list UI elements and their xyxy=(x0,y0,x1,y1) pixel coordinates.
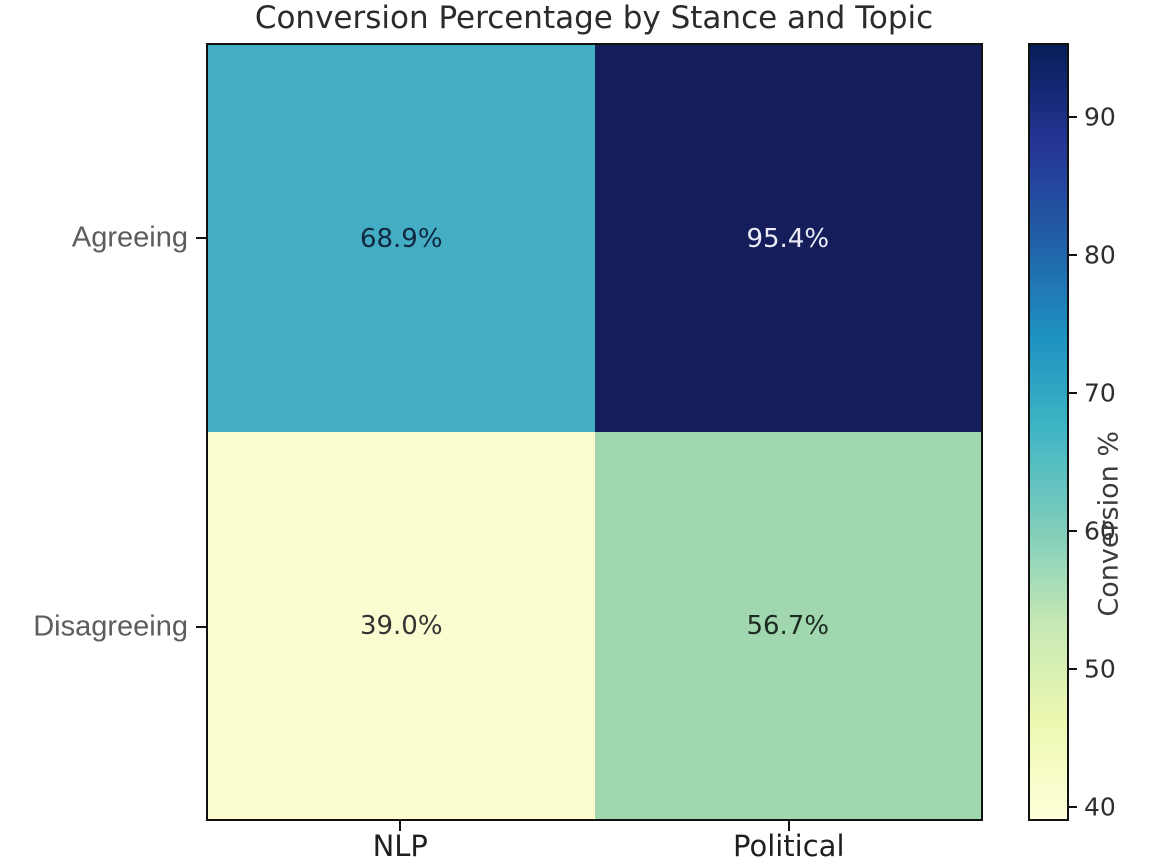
colorbar-tick-mark xyxy=(1069,392,1077,395)
colorbar-tick-label-60: 60 xyxy=(1084,516,1116,546)
ytick-mark xyxy=(196,236,206,239)
xtick-label-political: Political xyxy=(732,829,845,863)
ytick-mark xyxy=(196,625,206,628)
ytick-label-agreeing: Agreeing xyxy=(71,221,188,253)
colorbar-tick-mark xyxy=(1069,116,1077,119)
heatmap-cell-disagreeing-political: 56.7% xyxy=(594,432,981,819)
colorbar xyxy=(1028,43,1069,821)
ytick-label-disagreeing: Disagreeing xyxy=(33,610,188,642)
colorbar-tick-mark xyxy=(1069,530,1077,533)
cell-value-label: 39.0% xyxy=(359,610,443,641)
colorbar-tick-label-70: 70 xyxy=(1084,378,1116,408)
cell-value-label: 68.9% xyxy=(359,223,443,254)
colorbar-tick-label-40: 40 xyxy=(1084,792,1116,822)
colorbar-tick-label-80: 80 xyxy=(1084,240,1116,270)
colorbar-tick-label-50: 50 xyxy=(1084,654,1116,684)
xtick-label-nlp: NLP xyxy=(372,829,428,863)
colorbar-label-text: Conversion % xyxy=(1093,431,1124,617)
cell-value-label: 56.7% xyxy=(746,610,830,641)
heatmap-cell-agreeing-nlp: 68.9% xyxy=(208,45,595,432)
cell-value-label: 95.4% xyxy=(746,223,830,254)
heatmap-cell-disagreeing-nlp: 39.0% xyxy=(208,432,595,819)
colorbar-tick-mark xyxy=(1069,254,1077,257)
heatmap: 68.9% 95.4% 39.0% 56.7% xyxy=(206,43,983,821)
heatmap-cell-agreeing-political: 95.4% xyxy=(594,45,981,432)
colorbar-tick-label-90: 90 xyxy=(1084,102,1116,132)
xtick-mark xyxy=(787,821,790,831)
chart-title: Conversion Percentage by Stance and Topi… xyxy=(254,0,934,36)
xtick-mark xyxy=(399,821,402,831)
colorbar-tick-mark xyxy=(1069,668,1077,671)
colorbar-tick-mark xyxy=(1069,806,1077,809)
